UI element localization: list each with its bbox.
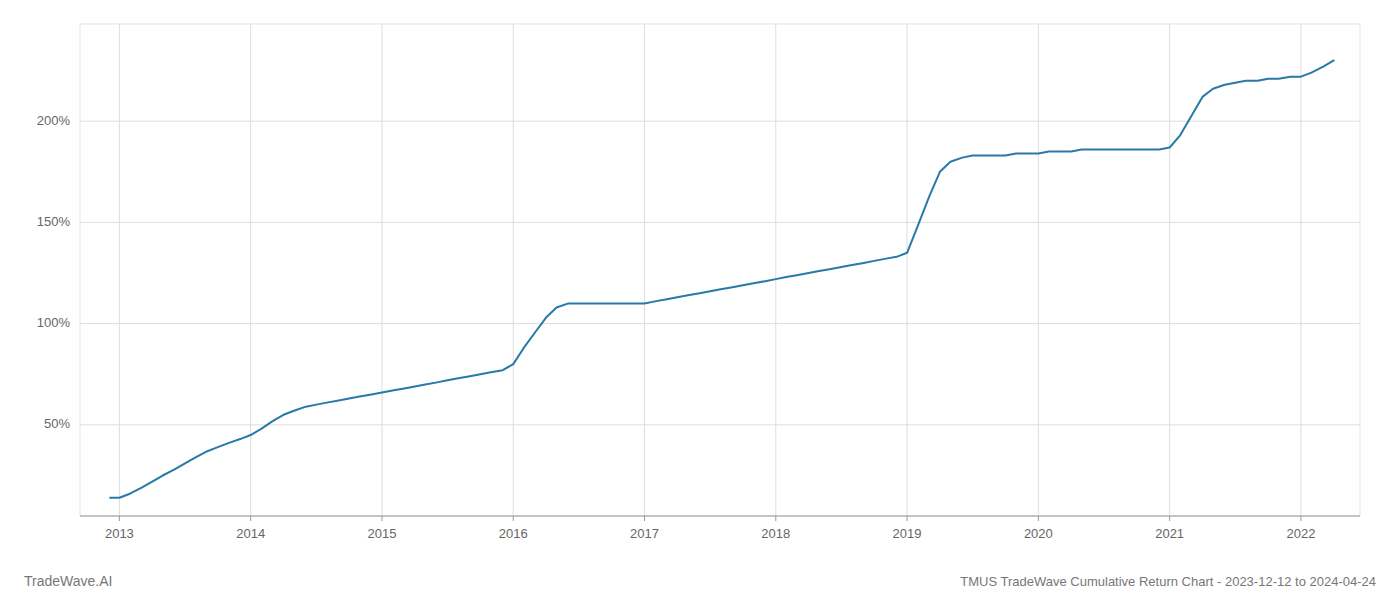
x-tick-label: 2021 xyxy=(1155,526,1184,541)
plot-frame xyxy=(80,24,1360,516)
y-tick-label: 200% xyxy=(37,113,71,128)
x-tick-label: 2016 xyxy=(499,526,528,541)
x-tick xyxy=(513,516,514,521)
chart: 50% 100% 150% 200% 2013 2014 2015 2016 2017 2018 2… xyxy=(0,0,1400,600)
grid xyxy=(80,24,1360,516)
grid-line xyxy=(80,424,1360,425)
grid-line xyxy=(1169,24,1170,516)
grid-line xyxy=(80,323,1360,324)
x-tick-label: 2022 xyxy=(1286,526,1315,541)
grid-line xyxy=(907,24,908,516)
x-tick-label: 2014 xyxy=(236,526,265,541)
grid-line xyxy=(80,222,1360,223)
x-tick-label: 2017 xyxy=(630,526,659,541)
x-tick xyxy=(644,516,645,521)
x-tick-label: 2020 xyxy=(1024,526,1053,541)
grid-line xyxy=(513,24,514,516)
background xyxy=(0,0,1400,600)
watermark: TradeWave.AI xyxy=(24,573,112,589)
x-axis-line xyxy=(80,516,1360,517)
grid-line xyxy=(80,121,1360,122)
x-tick xyxy=(381,516,382,521)
grid-line xyxy=(775,24,776,516)
grid-line xyxy=(250,24,251,516)
y-tick-label: 150% xyxy=(37,214,71,229)
x-tick xyxy=(1038,516,1039,521)
axes: 50% 100% 150% 200% 2013 2014 2015 2016 2017 2018 2… xyxy=(37,24,1360,541)
x-tick-label: 2015 xyxy=(367,526,396,541)
line xyxy=(110,60,1334,497)
y-tick-label: 50% xyxy=(44,416,70,431)
title: TMUS TradeWave Cumulative Return Chart -… xyxy=(960,574,1376,589)
y-tick-label: 100% xyxy=(37,315,71,330)
x-tick-label: 2013 xyxy=(105,526,134,541)
x-tick xyxy=(1169,516,1170,521)
x-tick xyxy=(250,516,251,521)
series xyxy=(110,60,1334,497)
grid-line xyxy=(1038,24,1039,516)
x-tick xyxy=(119,516,120,521)
x-tick xyxy=(1300,516,1301,521)
grid-line xyxy=(1300,24,1301,516)
x-tick xyxy=(907,516,908,521)
x-tick-label: 2019 xyxy=(893,526,922,541)
x-tick xyxy=(775,516,776,521)
grid-line xyxy=(644,24,645,516)
grid-line xyxy=(119,24,120,516)
grid-line xyxy=(381,24,382,516)
x-tick-label: 2018 xyxy=(761,526,790,541)
